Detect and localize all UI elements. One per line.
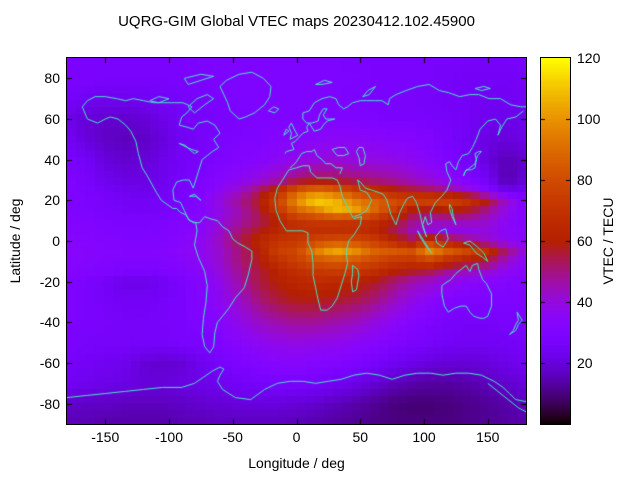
x-tick-label: 0	[292, 429, 301, 445]
colorbar-tick-label: 100	[577, 111, 601, 127]
y-tick-label: 80	[44, 70, 60, 87]
y-tick-label: 20	[44, 192, 60, 209]
vtec-map-canvas	[66, 57, 527, 425]
y-tick-label: -80	[39, 395, 60, 412]
x-axis-tick-labels: -150 -100 -50 0 50 100 150	[67, 429, 526, 447]
colorbar-tick-label: 20	[577, 355, 593, 371]
x-tick-label: 50	[352, 429, 369, 445]
y-axis-tick-labels: 80 60 40 20 0 -20 -40 -60 -80	[0, 58, 60, 424]
x-tick-label: -50	[222, 429, 243, 445]
colorbar-tick-label: 120	[577, 50, 601, 66]
y-tick-label: 40	[44, 151, 60, 168]
colorbar-title: VTEC / TECU	[600, 197, 616, 285]
y-tick-label: -60	[39, 355, 60, 371]
colorbar-tick-label: 80	[577, 172, 593, 188]
x-tick-label: 150	[476, 429, 500, 445]
x-tick-label: -100	[154, 429, 184, 445]
chart-title: UQRG-GIM Global VTEC maps 20230412.102.4…	[118, 13, 475, 30]
x-tick-label: 100	[412, 429, 436, 445]
y-tick-label: -20	[39, 273, 60, 290]
y-tick-label: -40	[39, 314, 60, 331]
x-tick-label: -150	[91, 429, 120, 445]
colorbar-tick-label: 40	[577, 294, 593, 310]
y-tick-label: 60	[44, 111, 60, 127]
colorbar	[540, 57, 571, 425]
y-tick-label: 0	[52, 233, 60, 249]
x-axis-title: Longitude / deg	[248, 455, 345, 471]
colorbar-tick-label: 60	[577, 233, 593, 249]
colorbar-tick-labels: 120 100 80 60 40 20	[577, 50, 623, 424]
y-axis-title: Latitude / deg	[7, 198, 23, 284]
